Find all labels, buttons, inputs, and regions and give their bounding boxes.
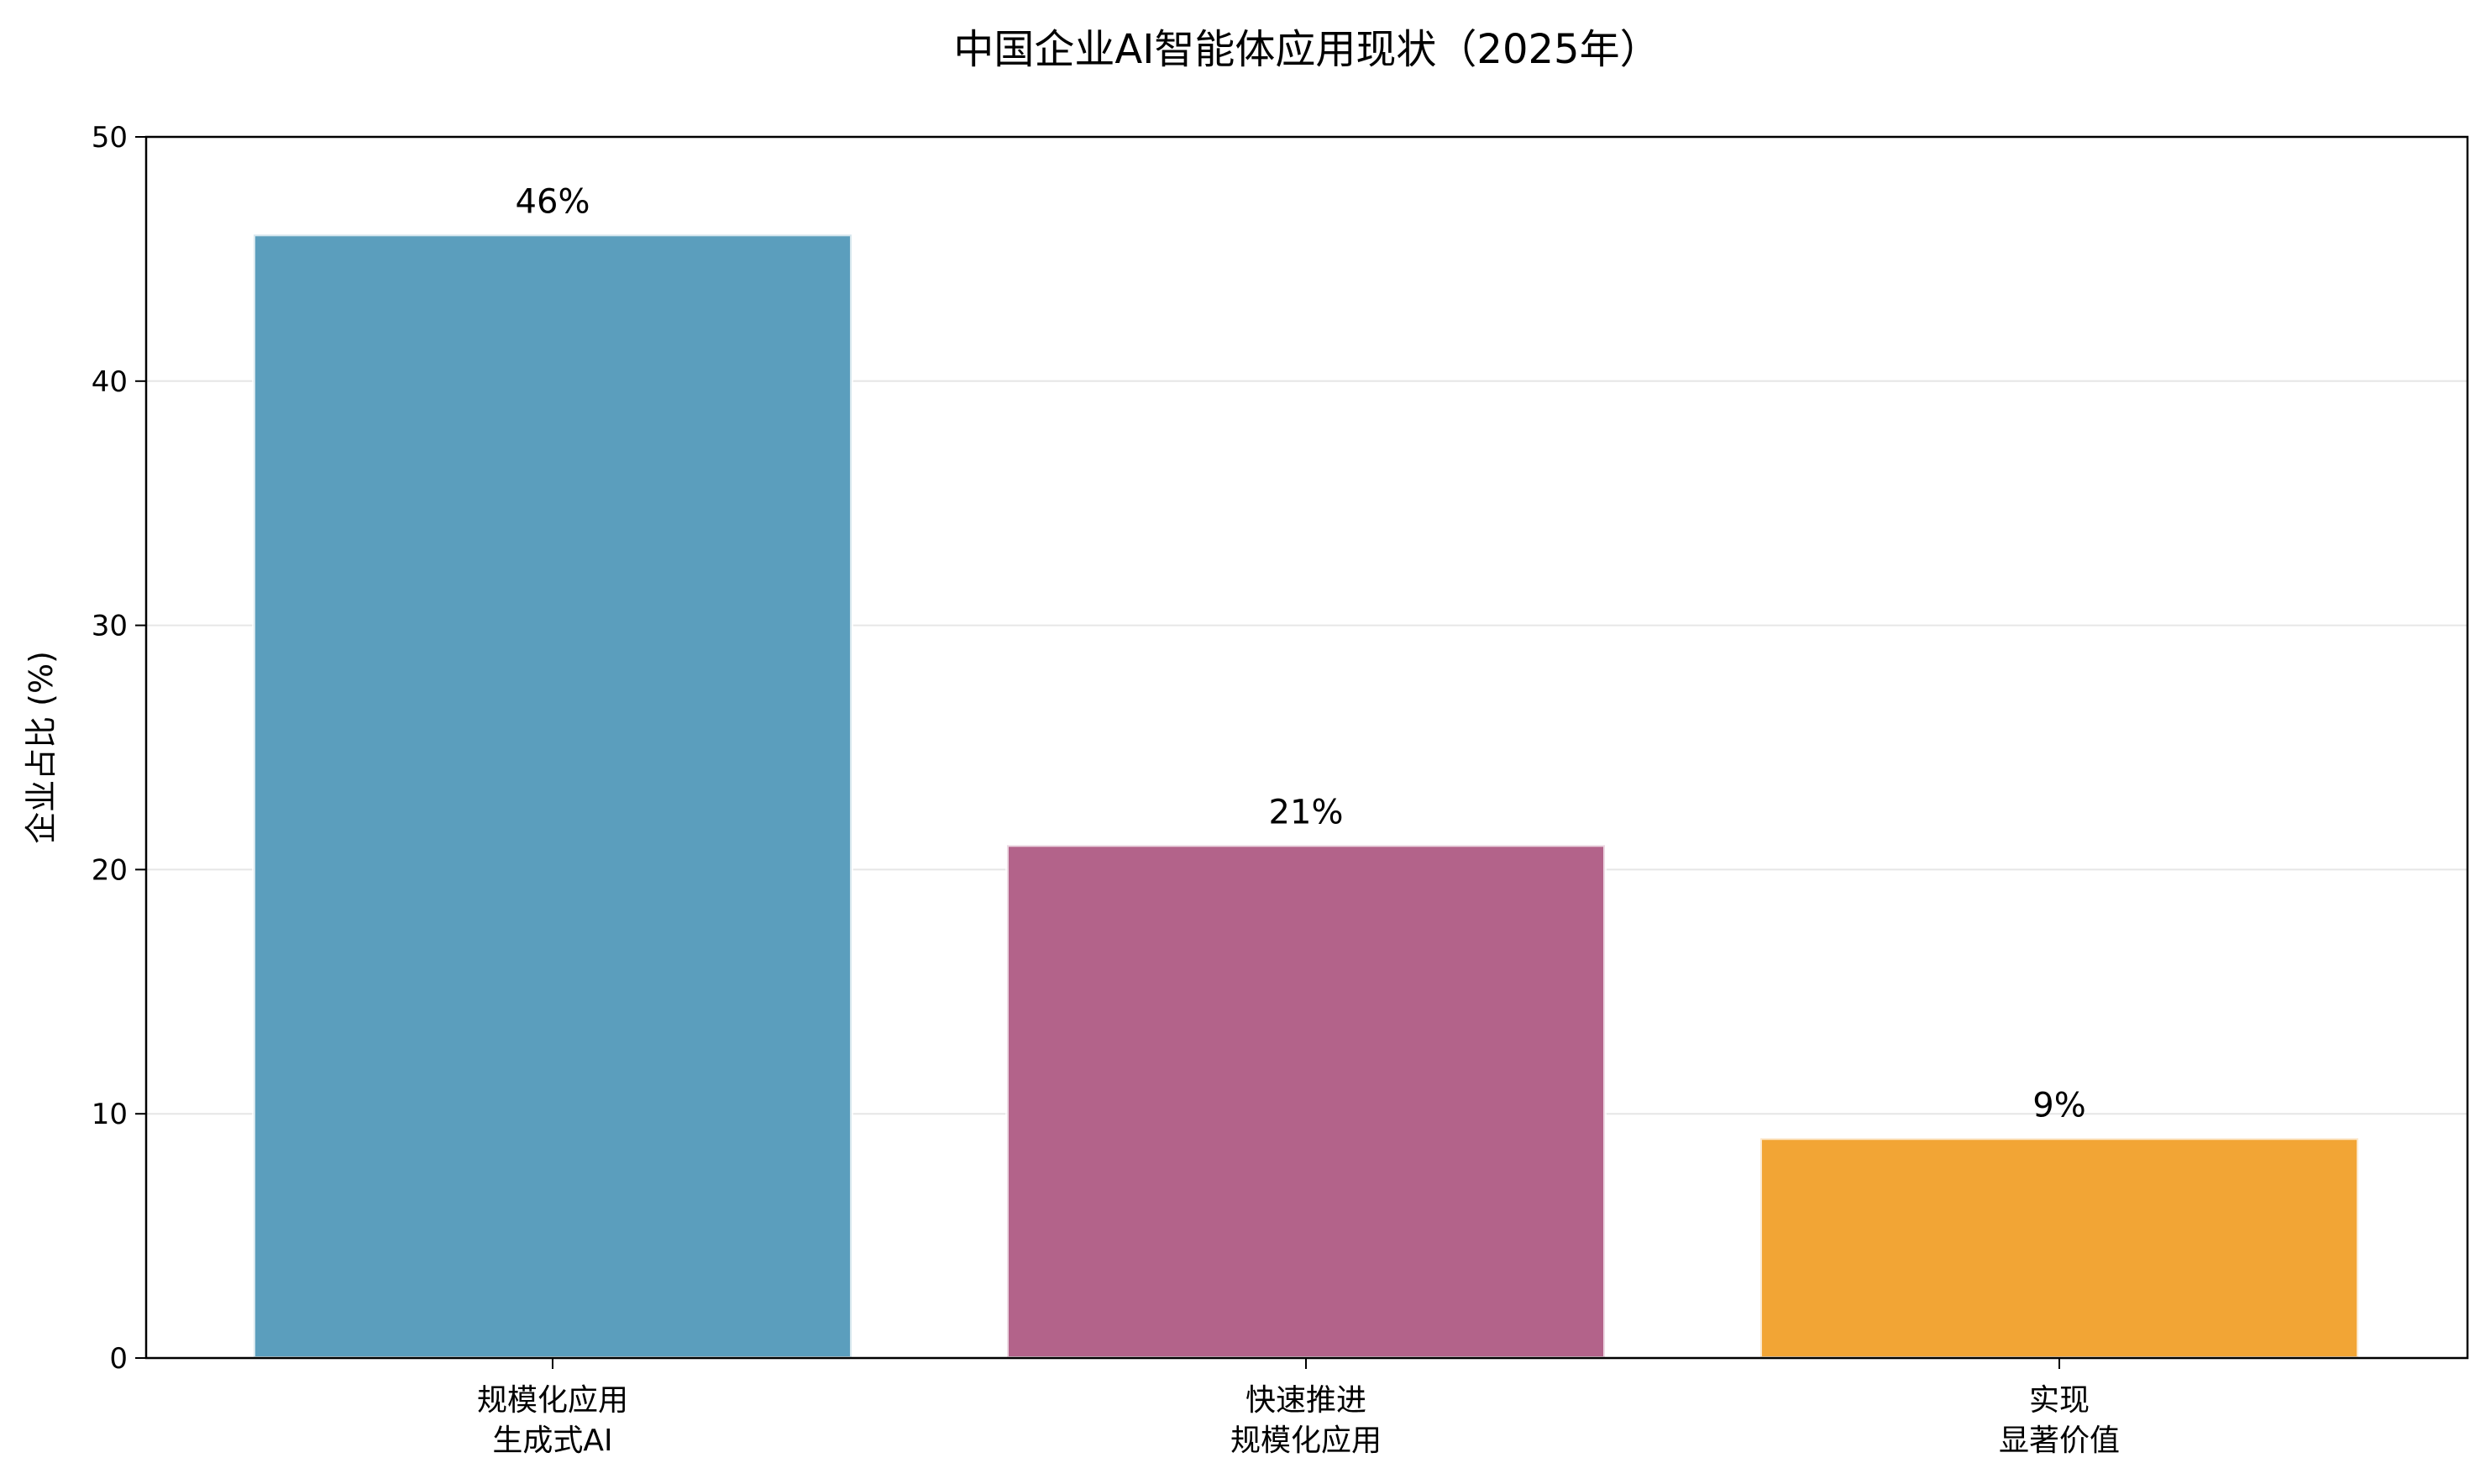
plot-frame	[144, 135, 2469, 1360]
data-label: 21%	[1269, 793, 1344, 831]
chart-title: 中国企业AI智能体应用现状（2025年）	[953, 26, 1660, 73]
y-axis-label: 企业占比 (%)	[23, 651, 60, 844]
y-tick-label: 10	[92, 1098, 128, 1131]
y-tick-label: 40	[92, 365, 128, 399]
y-tick-label: 30	[92, 610, 128, 643]
x-tick-label: 显著价值	[1999, 1424, 2120, 1458]
y-tick-label: 50	[92, 121, 128, 155]
bars: 46% 21% 9%	[252, 182, 2360, 1361]
y-tick-label: 20	[92, 853, 128, 887]
bar	[1759, 1136, 2360, 1361]
data-label: 9%	[2032, 1086, 2085, 1125]
y-tick-label: 0	[109, 1342, 128, 1376]
data-label: 46%	[516, 182, 590, 221]
y-axis-ticks: 0 10 20 30 40 50	[92, 121, 146, 1376]
bar	[1005, 843, 1607, 1360]
x-tick-label: 快速推进	[1246, 1383, 1366, 1418]
x-tick-label: 规模化应用	[477, 1383, 628, 1418]
x-tick-label: 规模化应用	[1230, 1424, 1382, 1458]
x-tick-label: 生成式AI	[492, 1424, 612, 1458]
bar	[252, 233, 853, 1361]
x-tick-label: 实现	[2029, 1383, 2090, 1418]
